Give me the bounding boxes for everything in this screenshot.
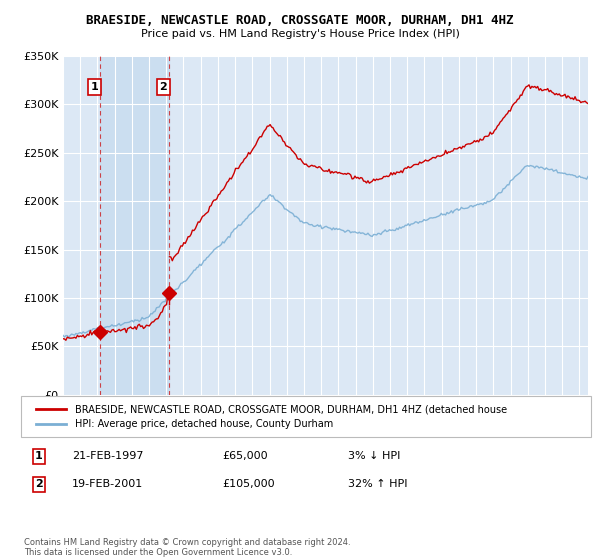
Text: 21-FEB-1997: 21-FEB-1997 bbox=[72, 451, 143, 461]
Text: HPI: Average price, detached house, County Durham: HPI: Average price, detached house, Coun… bbox=[75, 419, 333, 430]
Text: 3% ↓ HPI: 3% ↓ HPI bbox=[348, 451, 400, 461]
Text: BRAESIDE, NEWCASTLE ROAD, CROSSGATE MOOR, DURHAM, DH1 4HZ (detached house: BRAESIDE, NEWCASTLE ROAD, CROSSGATE MOOR… bbox=[75, 404, 507, 414]
Text: 2: 2 bbox=[160, 82, 167, 92]
Text: 1: 1 bbox=[91, 82, 98, 92]
Text: Contains HM Land Registry data © Crown copyright and database right 2024.
This d: Contains HM Land Registry data © Crown c… bbox=[24, 538, 350, 557]
Text: £105,000: £105,000 bbox=[222, 479, 275, 489]
Text: 19-FEB-2001: 19-FEB-2001 bbox=[72, 479, 143, 489]
Text: 2: 2 bbox=[35, 479, 43, 489]
Text: BRAESIDE, NEWCASTLE ROAD, CROSSGATE MOOR, DURHAM, DH1 4HZ: BRAESIDE, NEWCASTLE ROAD, CROSSGATE MOOR… bbox=[86, 14, 514, 27]
Text: Price paid vs. HM Land Registry's House Price Index (HPI): Price paid vs. HM Land Registry's House … bbox=[140, 29, 460, 39]
Text: 32% ↑ HPI: 32% ↑ HPI bbox=[348, 479, 407, 489]
Text: £65,000: £65,000 bbox=[222, 451, 268, 461]
Text: 1: 1 bbox=[35, 451, 43, 461]
Bar bbox=[100, 56, 169, 395]
